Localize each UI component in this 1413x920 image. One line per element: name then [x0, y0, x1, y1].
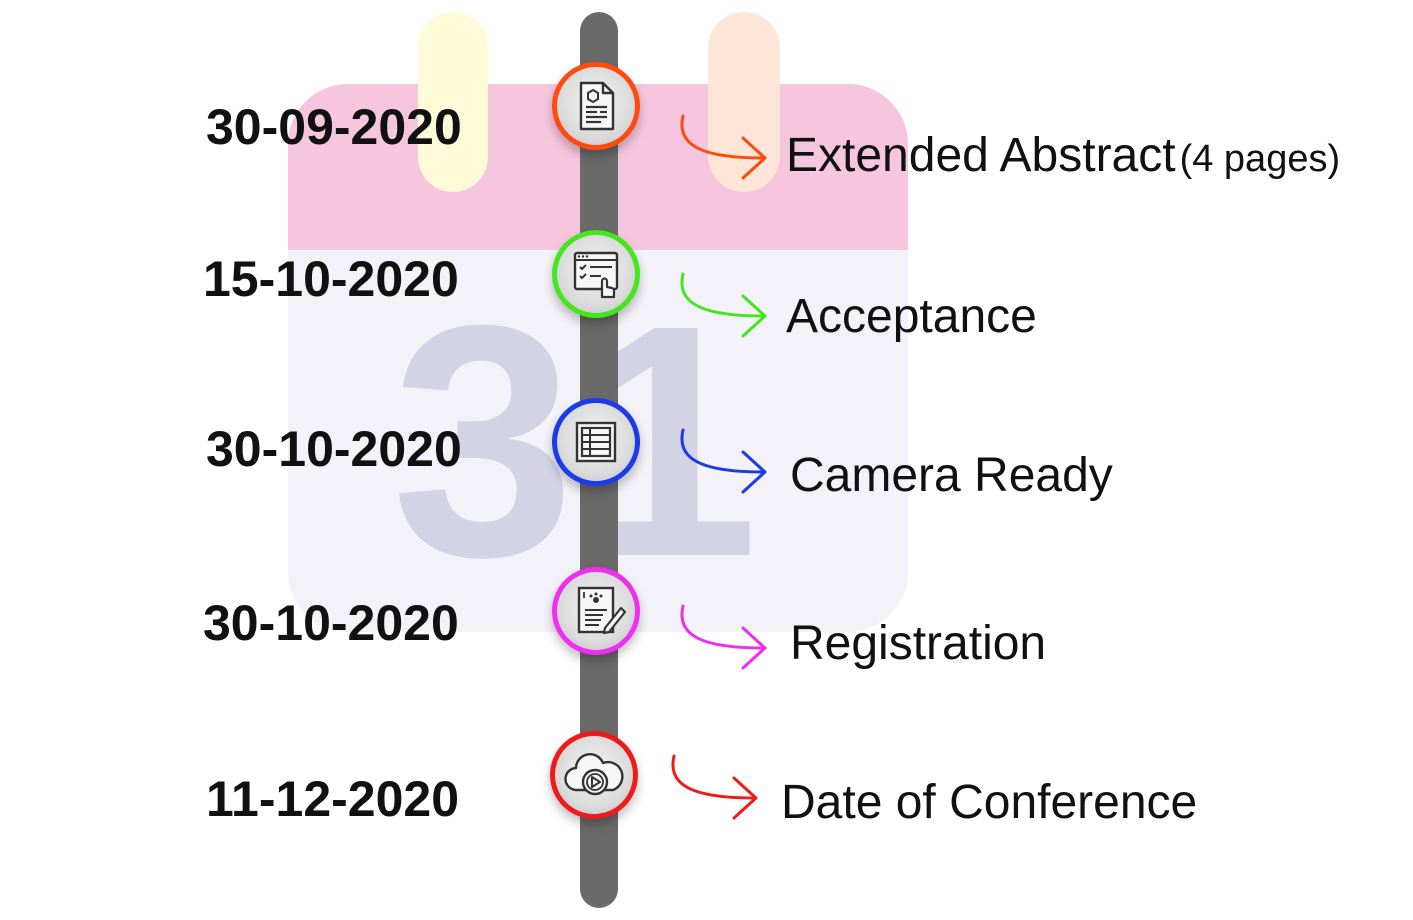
- milestone-label-1: Extended Abstract (4 pages): [786, 128, 1340, 183]
- milestone-label-text-3: Camera Ready: [790, 449, 1113, 502]
- milestone-date-5: 11-12-2020: [206, 771, 460, 827]
- milestone-label-text-5: Date of Conference: [781, 776, 1198, 829]
- milestone-date-3: 30-10-2020: [206, 421, 462, 477]
- milestone-note-1: (4 pages): [1179, 138, 1341, 180]
- milestone-label-text-4: Registration: [790, 617, 1047, 670]
- arrow-4: [680, 604, 767, 670]
- milestone-node-3: [552, 398, 640, 486]
- milestone-label-text-2: Acceptance: [786, 290, 1037, 343]
- milestone-label-2: Acceptance: [786, 289, 1037, 344]
- arrow-1: [680, 114, 767, 180]
- form-sign-icon: [577, 586, 627, 635]
- milestone-node-2: [552, 230, 640, 318]
- document-icon: [579, 81, 615, 131]
- milestone-node-5: [550, 731, 638, 819]
- calendar-ring-left: [418, 12, 488, 192]
- milestone-node-1: [552, 62, 640, 150]
- arrow-5: [671, 754, 758, 820]
- arrow-2: [680, 272, 767, 338]
- arrow-3: [680, 428, 767, 494]
- milestone-label-3: Camera Ready: [790, 448, 1113, 503]
- checklist-click-icon: [573, 251, 619, 299]
- cloud-play-icon: [564, 753, 624, 796]
- milestone-date-4: 30-10-2020: [203, 595, 459, 651]
- milestone-label-text-1: Extended Abstract: [786, 129, 1176, 182]
- milestone-date-1: 30-09-2020: [206, 99, 462, 155]
- calendar-ring-right: [708, 12, 780, 192]
- milestone-label-4: Registration: [790, 616, 1046, 671]
- milestone-date-2: 15-10-2020: [203, 251, 459, 307]
- table-grid-icon: [575, 421, 617, 463]
- milestone-node-4: [552, 567, 640, 655]
- milestone-label-5: Date of Conference: [781, 775, 1197, 830]
